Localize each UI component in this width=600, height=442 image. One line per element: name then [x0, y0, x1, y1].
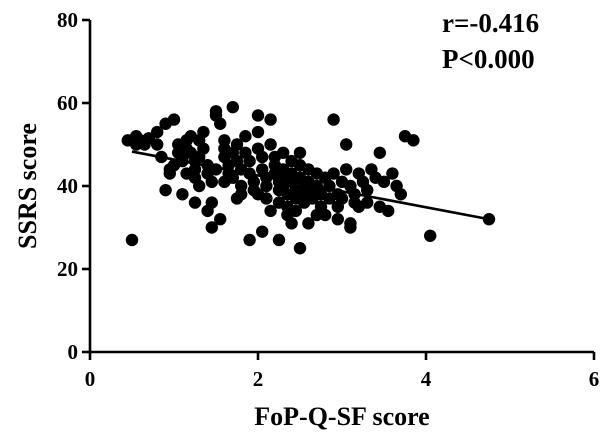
data-point [302, 217, 315, 230]
data-point [264, 113, 277, 126]
data-point [214, 213, 227, 226]
data-point [340, 138, 353, 151]
data-point [382, 204, 395, 218]
data-point [251, 109, 265, 122]
data-point [205, 175, 218, 189]
data-point [167, 159, 181, 172]
data-point [243, 154, 256, 168]
data-point [197, 142, 210, 155]
data-point [340, 163, 353, 176]
data-point [251, 188, 265, 201]
data-point [201, 204, 214, 218]
data-point [218, 175, 231, 189]
data-point [348, 196, 361, 209]
data-point [361, 196, 374, 209]
data-point [176, 188, 189, 201]
data-point [230, 138, 244, 151]
x-tick-label: 2 [253, 367, 264, 391]
data-point [260, 179, 273, 193]
ticks [82, 18, 596, 360]
data-point [293, 242, 307, 255]
data-point [331, 213, 344, 226]
data-point [335, 192, 349, 205]
data-point [264, 204, 277, 218]
data-point [277, 146, 290, 159]
y-tick-label: 20 [57, 257, 78, 281]
data-point [197, 125, 210, 139]
data-point [251, 125, 265, 139]
data-point [209, 163, 223, 176]
data-point [386, 167, 399, 180]
y-tick-label: 60 [57, 91, 78, 115]
data-point [205, 221, 218, 234]
y-tick-label: 0 [68, 340, 79, 364]
data-point [310, 208, 323, 222]
data-point [482, 213, 496, 226]
x-tick-label: 0 [85, 367, 96, 391]
data-point [424, 229, 437, 242]
data-point [167, 113, 181, 126]
y-tick-label: 40 [57, 174, 78, 198]
p-value-annotation: P<0.000 [442, 44, 535, 74]
y-axis-title: SSRS score [13, 123, 42, 249]
data-point [256, 225, 269, 238]
data-point [344, 221, 357, 234]
data-point [394, 188, 407, 201]
data-point [285, 217, 298, 230]
data-point [377, 175, 391, 189]
data-point [188, 196, 202, 209]
x-axis-title: FoP-Q-SF score [254, 402, 429, 431]
x-tick-label: 6 [589, 367, 600, 391]
data-point [327, 167, 340, 180]
data-point [125, 233, 139, 247]
data-points [121, 100, 496, 255]
data-point [180, 167, 193, 180]
data-point [373, 146, 386, 159]
data-point [151, 138, 164, 151]
tick-labels: 0 20 40 60 80 0 2 4 6 [57, 8, 599, 391]
data-point [256, 150, 269, 164]
y-tick-label: 80 [57, 8, 78, 32]
data-point [407, 134, 420, 147]
data-point [230, 192, 244, 205]
data-point [214, 117, 227, 130]
data-point [193, 179, 206, 193]
data-point [155, 150, 168, 164]
data-point [159, 183, 172, 197]
data-point [323, 179, 336, 193]
data-point [289, 204, 302, 218]
data-point [361, 183, 374, 197]
data-point [226, 100, 239, 114]
x-tick-label: 4 [421, 367, 432, 391]
correlation-annotation: r=-0.416 [442, 8, 539, 38]
data-point [327, 113, 340, 126]
data-point [239, 130, 252, 143]
data-point [293, 146, 307, 159]
data-point [243, 233, 256, 247]
data-point [272, 233, 286, 247]
data-point [151, 125, 164, 139]
data-point [264, 138, 277, 151]
